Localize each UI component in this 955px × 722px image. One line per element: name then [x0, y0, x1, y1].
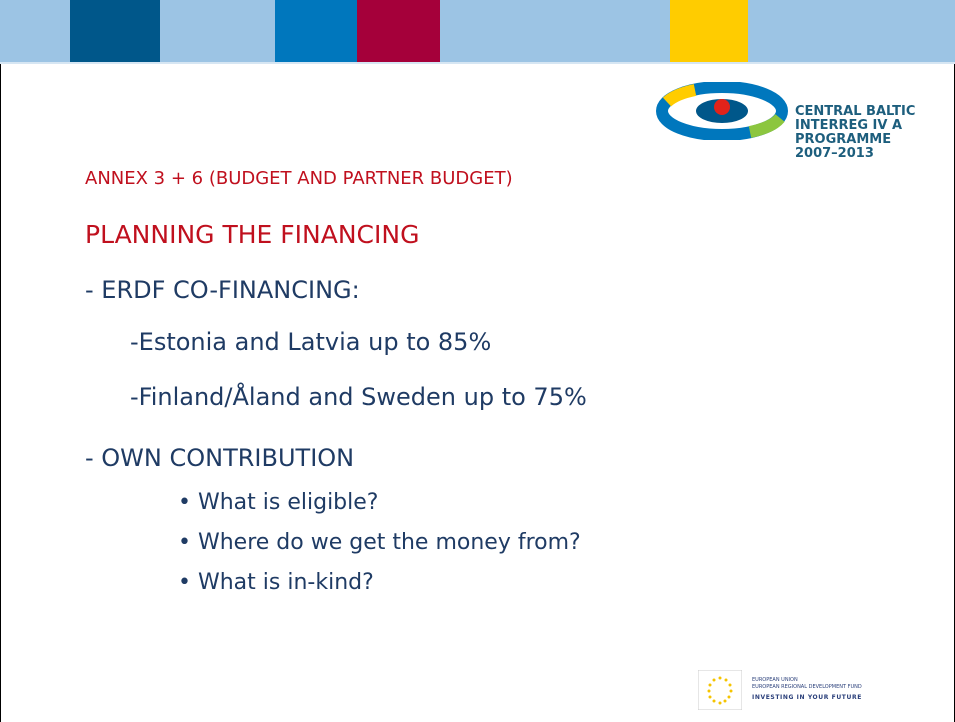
eu-line: EUROPEAN REGIONAL DEVELOPMENT FUND	[752, 684, 862, 690]
section-heading: - OWN CONTRIBUTION	[85, 444, 355, 472]
eu-line: EUROPEAN UNION	[752, 677, 798, 683]
section-heading: - ERDF CO-FINANCING:	[85, 276, 360, 304]
eu-stars	[707, 676, 733, 705]
logo-dot	[714, 99, 730, 115]
band-block	[357, 0, 440, 62]
bullet-text: What is eligible?	[197, 490, 379, 515]
bullet-text: What is in-kind?	[197, 570, 374, 595]
band-block	[670, 0, 748, 62]
band-block	[275, 0, 357, 62]
logo-line: INTERREG IV A	[795, 118, 903, 133]
title: PLANNING THE FINANCING	[85, 220, 420, 249]
list-item: -Estonia and Latvia up to 85%	[130, 328, 492, 356]
band-block	[70, 0, 160, 62]
logo-line: CENTRAL BALTIC	[795, 104, 916, 119]
subtitle: ANNEX 3 + 6 (BUDGET AND PARTNER BUDGET)	[85, 168, 513, 189]
logo-text: CENTRAL BALTIC INTERREG IV A PROGRAMME 2…	[795, 105, 915, 161]
bullet-item: • What is eligible?	[178, 490, 379, 515]
bullet-item: • What is in-kind?	[178, 570, 374, 595]
logo-line: PROGRAMME	[795, 132, 892, 147]
logo-line: 2007–2013	[795, 146, 874, 161]
logo-ring	[656, 82, 788, 140]
top-band	[0, 0, 955, 64]
logo-arc	[662, 84, 697, 107]
bullet-text: Where do we get the money from?	[197, 530, 581, 555]
eu-flag	[698, 670, 742, 710]
logo-mark	[656, 82, 788, 140]
logo-arc	[748, 113, 785, 138]
bullet-item: • Where do we get the money from?	[178, 530, 581, 555]
list-item: -Finland/Åland and Sweden up to 75%	[130, 383, 587, 411]
eu-text: EUROPEAN UNION EUROPEAN REGIONAL DEVELOP…	[752, 677, 862, 701]
eu-line: INVESTING IN YOUR FUTURE	[752, 694, 862, 701]
